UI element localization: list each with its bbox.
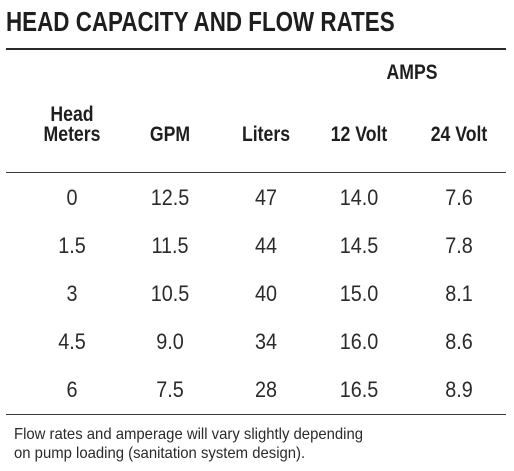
table-cell: 0: [66, 185, 78, 210]
table-cell: 8.9: [445, 377, 473, 402]
table-cell: 15.0: [339, 281, 379, 306]
table-cell: 1.5: [58, 233, 86, 258]
table-row: 0 12.5 47 14.0 7.6: [0, 185, 514, 233]
table-cell: 8.1: [445, 281, 473, 306]
column-header-line1: Head: [50, 103, 94, 126]
table-cell: 7.5: [156, 377, 184, 402]
table-row: 3 10.5 40 15.0 8.1: [0, 281, 514, 329]
table-cell: 6: [66, 377, 78, 402]
table-cell: 14.0: [339, 185, 379, 210]
column-header-gpm: GPM: [149, 123, 191, 146]
table-cell: 40: [254, 281, 278, 306]
table-row: 4.5 9.0 34 16.0 8.6: [0, 329, 514, 377]
title-underline: [6, 48, 506, 50]
column-header-line2: Meters: [43, 123, 101, 146]
table-cell: 34: [254, 329, 278, 354]
table-cell: 3: [66, 281, 78, 306]
table-cell: 8.6: [445, 329, 473, 354]
amps-group-header: AMPS: [386, 61, 438, 84]
table-cell: 16.0: [339, 329, 379, 354]
table-cell: 7.8: [445, 233, 473, 258]
table-cell: 47: [254, 185, 278, 210]
table-cell: 10.5: [150, 281, 190, 306]
table-row: 1.5 11.5 44 14.5 7.8: [0, 233, 514, 281]
table-cell: 9.0: [156, 329, 184, 354]
table-cell: 44: [254, 233, 278, 258]
table-cell: 7.6: [445, 185, 473, 210]
page-title: HEAD CAPACITY AND FLOW RATES: [6, 6, 395, 37]
table-cell: 12.5: [150, 185, 190, 210]
column-header-24-volt: 24 Volt: [430, 123, 488, 146]
footnote-line: Flow rates and amperage will vary slight…: [14, 426, 364, 443]
table-row: 6 7.5 28 16.5 8.9: [0, 377, 514, 425]
column-header-liters: Liters: [241, 123, 291, 146]
table-cell: 28: [254, 377, 278, 402]
footer-divider: [6, 414, 506, 415]
column-header-12-volt: 12 Volt: [330, 123, 388, 146]
table-cell: 11.5: [151, 233, 189, 258]
header-divider: [6, 172, 506, 173]
table-cell: 16.5: [339, 377, 379, 402]
table-cell: 4.5: [58, 329, 86, 354]
footnote-line: on pump loading (sanitation system desig…: [14, 445, 306, 462]
footnote: Flow rates and amperage will vary slight…: [14, 425, 472, 463]
table-cell: 14.5: [339, 233, 379, 258]
